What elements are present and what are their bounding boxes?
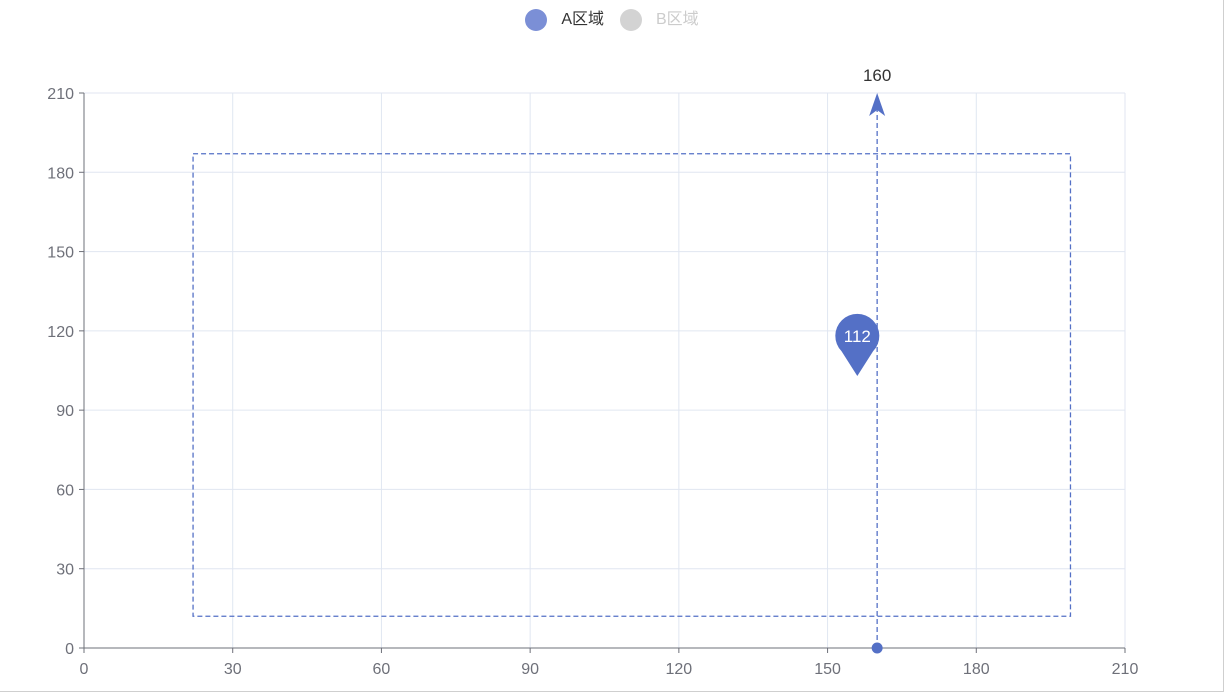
legend-a-dot-icon <box>525 9 548 31</box>
legend: A区域 B区域 <box>0 8 1224 32</box>
mark-area-rect <box>192 153 1072 617</box>
legend-b-dot-icon <box>620 9 642 31</box>
legend-item-a[interactable]: A区域 <box>525 8 604 32</box>
x-tick-label-3: 90 <box>521 661 539 678</box>
mark-line-label: 160 <box>863 66 891 85</box>
y-tick-label-6: 180 <box>47 165 74 182</box>
legend-a-label: A区域 <box>561 11 604 28</box>
legend-item-b[interactable]: B区域 <box>620 8 699 32</box>
y-tick-label-5: 150 <box>47 245 74 262</box>
mark-point-label: 112 <box>844 327 871 346</box>
x-tick-label-4: 120 <box>666 661 693 678</box>
x-tick-label-5: 150 <box>814 661 841 678</box>
y-tick-label-1: 30 <box>56 562 74 579</box>
mark-line-arrow <box>869 93 886 116</box>
x-tick-label-2: 60 <box>373 661 391 678</box>
y-tick-label-3: 90 <box>56 403 74 420</box>
x-tick-label-0: 0 <box>80 661 89 678</box>
y-tick-label-4: 120 <box>47 324 74 341</box>
x-tick-label-7: 210 <box>1112 661 1139 678</box>
x-tick-label-1: 30 <box>224 661 242 678</box>
scatter-point-0 <box>871 642 883 654</box>
mark-point-pin-icon <box>835 313 880 376</box>
y-tick-label-0: 0 <box>65 641 74 658</box>
x-tick-label-6: 180 <box>963 661 990 678</box>
y-tick-label-7: 210 <box>47 86 74 103</box>
legend-b-label: B区域 <box>656 11 699 28</box>
y-tick-label-2: 60 <box>56 482 74 499</box>
